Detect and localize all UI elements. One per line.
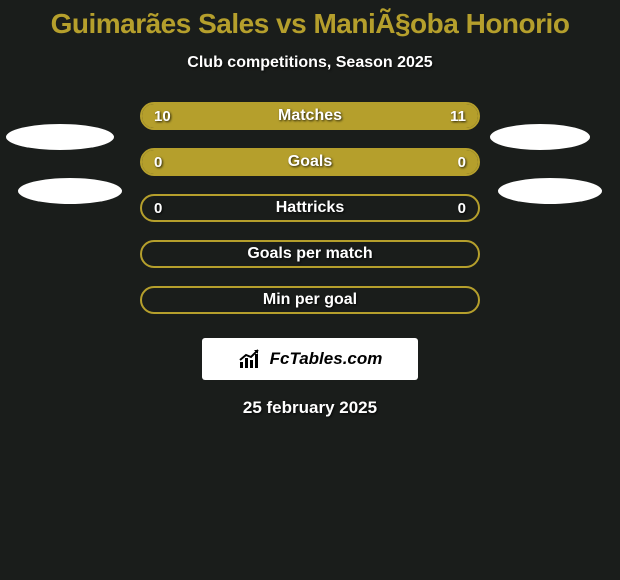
- stat-row: Goals 0 0: [140, 148, 480, 176]
- stat-row: Goals per match: [140, 240, 480, 268]
- stat-row-value-right: 0: [458, 200, 466, 217]
- stat-row-value-left: 0: [154, 154, 162, 171]
- side-ellipse: [498, 178, 602, 204]
- side-ellipse: [490, 124, 590, 150]
- stat-row-fill-left: [142, 150, 310, 174]
- badge-text: FcTables.com: [270, 349, 383, 369]
- side-ellipse: [18, 178, 122, 204]
- barchart-icon: [238, 348, 264, 370]
- stat-row-label: Goals: [288, 153, 332, 171]
- stat-row-label: Matches: [278, 107, 342, 125]
- subtitle: Club competitions, Season 2025: [0, 54, 620, 72]
- source-badge: FcTables.com: [202, 338, 418, 380]
- stat-row: Matches 10 11: [140, 102, 480, 130]
- date-text: 25 february 2025: [0, 398, 620, 418]
- stat-row: Min per goal: [140, 286, 480, 314]
- stat-row-value-left: 10: [154, 108, 171, 125]
- stat-row-label: Min per goal: [263, 291, 357, 309]
- stat-row-value-right: 0: [458, 154, 466, 171]
- stat-row-value-right: 11: [450, 108, 466, 125]
- stat-row: Hattricks 0 0: [140, 194, 480, 222]
- comparison-infographic: Guimarães Sales vs ManiÃ§oba Honorio Clu…: [0, 0, 620, 580]
- stat-row-value-left: 0: [154, 200, 162, 217]
- side-ellipse: [6, 124, 114, 150]
- stat-row-label: Goals per match: [247, 245, 372, 263]
- stat-row-label: Hattricks: [276, 199, 344, 217]
- page-title: Guimarães Sales vs ManiÃ§oba Honorio: [0, 0, 620, 40]
- stat-row-fill-right: [310, 150, 478, 174]
